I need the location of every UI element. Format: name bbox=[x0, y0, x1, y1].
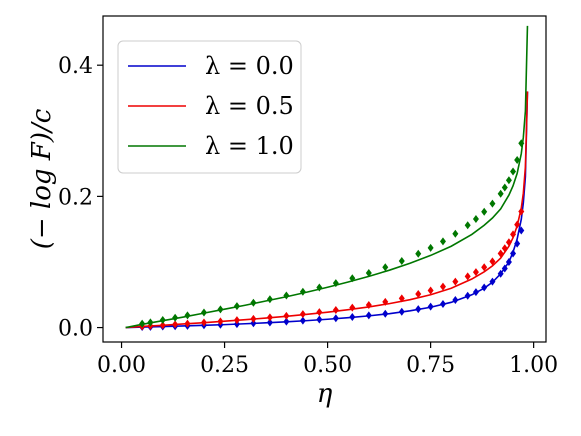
data-point-marker bbox=[365, 268, 372, 277]
data-point-marker bbox=[514, 155, 521, 164]
x-tick-label: 1.00 bbox=[509, 353, 558, 378]
ticks-layer: 0.00 0.25 0.50 0.75 1.00 0.0 0.2 0.4 bbox=[58, 54, 558, 378]
series-layer bbox=[125, 25, 529, 332]
x-tick-label: 0.00 bbox=[97, 353, 146, 378]
series-1 bbox=[125, 91, 529, 331]
legend-label: λ = 1.0 bbox=[205, 132, 294, 160]
data-point-marker bbox=[489, 199, 496, 208]
data-point-marker bbox=[439, 237, 446, 246]
data-point-marker bbox=[464, 272, 471, 281]
data-point-marker bbox=[501, 183, 508, 192]
data-point-marker bbox=[427, 286, 434, 295]
x-tick-label: 0.75 bbox=[406, 353, 455, 378]
data-point-marker bbox=[481, 207, 488, 216]
data-point-marker bbox=[349, 303, 356, 312]
legend-label: λ = 0.0 bbox=[205, 52, 294, 80]
y-tick-label: 0.2 bbox=[58, 185, 93, 210]
data-point-marker bbox=[472, 215, 479, 224]
plot-frame bbox=[102, 15, 547, 343]
data-point-marker bbox=[439, 282, 446, 291]
data-point-marker bbox=[489, 257, 496, 266]
y-tick-label: 0.0 bbox=[58, 317, 93, 342]
series-2 bbox=[125, 25, 529, 329]
data-point-marker bbox=[382, 263, 389, 272]
data-point-marker bbox=[452, 229, 459, 238]
x-tick-label: 0.25 bbox=[200, 353, 249, 378]
data-point-marker bbox=[415, 289, 422, 298]
data-point-marker bbox=[316, 308, 323, 317]
data-point-marker bbox=[481, 263, 488, 272]
data-point-marker bbox=[299, 287, 306, 296]
data-point-marker bbox=[415, 249, 422, 258]
legend: λ = 0.0 λ = 0.5 λ = 1.0 bbox=[117, 40, 302, 174]
legend-box bbox=[117, 40, 302, 174]
y-axis-label: (− log F)/c bbox=[27, 108, 57, 249]
data-point-marker bbox=[510, 167, 517, 176]
y-tick-label: 0.4 bbox=[58, 54, 93, 79]
data-point-marker bbox=[184, 311, 191, 320]
legend-label: λ = 0.5 bbox=[205, 92, 294, 120]
series-line bbox=[125, 91, 529, 329]
data-point-marker bbox=[472, 268, 479, 277]
series-line bbox=[125, 91, 529, 329]
data-point-marker bbox=[332, 305, 339, 314]
data-point-marker bbox=[398, 256, 405, 265]
data-point-marker bbox=[497, 189, 504, 198]
data-point-marker bbox=[505, 176, 512, 185]
data-point-marker bbox=[427, 243, 434, 252]
data-point-marker bbox=[497, 249, 504, 258]
x-tick-label: 0.50 bbox=[303, 353, 352, 378]
data-point-marker bbox=[452, 277, 459, 286]
x-axis-label: η bbox=[317, 379, 333, 409]
legend-items: λ = 0.0 λ = 0.5 λ = 1.0 bbox=[128, 52, 294, 160]
series-line bbox=[125, 25, 529, 329]
data-point-marker bbox=[464, 221, 471, 230]
